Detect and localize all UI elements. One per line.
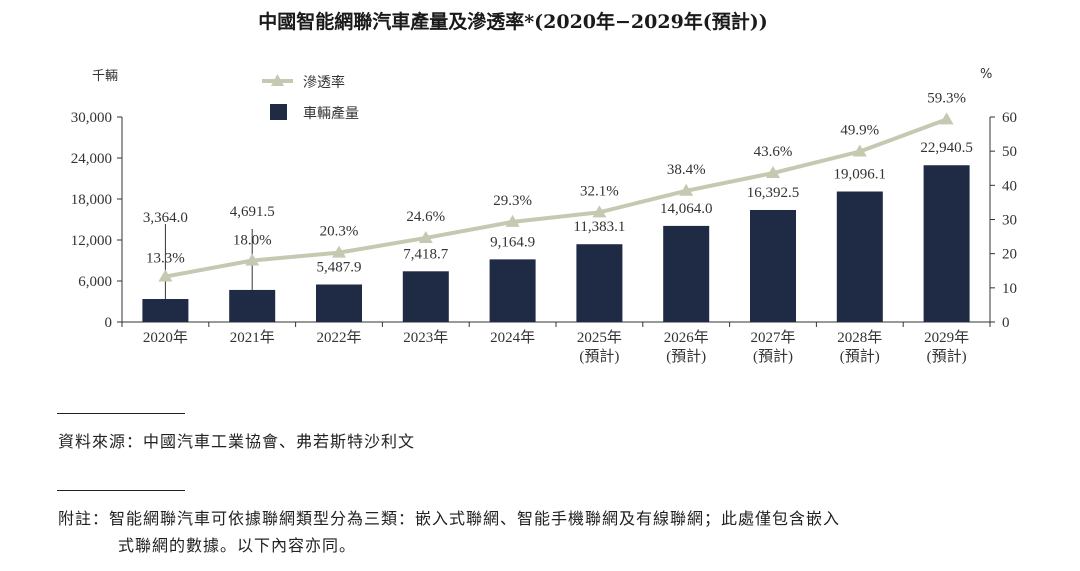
rate-marker [939, 112, 954, 125]
x-tick-label: 2027年 [750, 329, 795, 346]
bar-value-label: 22,940.5 [920, 140, 973, 156]
source-note: 資料來源：中國汽車工業協會、弗若斯特沙利文 [58, 432, 416, 451]
bar-value-label: 7,418.7 [403, 246, 449, 262]
rate-value-label: 59.3% [927, 90, 966, 106]
bar [489, 259, 536, 322]
rate-value-label: 43.6% [754, 144, 793, 160]
bar-series [142, 165, 970, 322]
x-tick-sublabel: (預計) [666, 348, 706, 365]
bar-value-label: 16,392.5 [747, 185, 800, 201]
x-tick-sublabel: (預計) [579, 348, 619, 365]
x-tick-label: 2020年 [143, 329, 188, 346]
right-tick-label: 40 [1002, 178, 1017, 194]
legend-item-production: 車輛產量 [303, 105, 359, 122]
bar-value-label: 19,096.1 [834, 167, 887, 183]
bar [142, 299, 189, 322]
chart: 中國智能網聯汽車產量及滲透率*(2020年−2029年(預計)) 千輛 % 滲透… [71, 10, 1017, 365]
bar-value-label: 11,383.1 [573, 219, 625, 235]
source-rule [57, 413, 185, 414]
bar [836, 191, 883, 322]
bar-value-label: 3,364.0 [143, 210, 188, 226]
bar-value-label: 9,164.9 [490, 234, 535, 250]
x-tick-sublabel: (預計) [753, 348, 793, 365]
rate-line [165, 117, 948, 279]
rate-value-label: 29.3% [493, 193, 532, 209]
rate-marker [679, 183, 694, 196]
right-tick-label: 50 [1002, 144, 1017, 160]
x-tick-label: 2029年 [924, 329, 969, 346]
footnote-line-2: 式聯網的數據。以下內容亦同。 [118, 536, 357, 555]
bar [576, 244, 623, 322]
rate-value-label: 32.1% [580, 183, 619, 199]
right-axis-unit: % [980, 67, 992, 82]
rate-marker [766, 166, 780, 179]
bar-value-label: 5,487.9 [317, 259, 362, 275]
rate-marker [505, 214, 520, 227]
right-tick-label: 60 [1002, 110, 1017, 126]
x-tick-label: 2025年 [577, 329, 622, 346]
x-tick-label: 2023年 [403, 329, 448, 346]
footnote: 附註：智能網聯汽車可依據聯網類型分為三類：嵌入式聯網、智能手機聯網及有線聯網；此… [58, 505, 1048, 559]
rate-value-label: 24.6% [406, 209, 445, 225]
footnote-line-1: 智能網聯汽車可依據聯網類型分為三類：嵌入式聯網、智能手機聯網及有線聯網；此處僅包… [109, 509, 841, 528]
rate-value-label: 18.0% [233, 233, 272, 249]
right-tick-label: 20 [1002, 247, 1017, 263]
legend: 滲透率 車輛產量 [262, 74, 359, 122]
legend-bar-swatch [270, 104, 287, 120]
bar [316, 284, 362, 322]
right-tick-label: 10 [1002, 281, 1017, 297]
legend-item-rate: 滲透率 [303, 74, 345, 91]
rate-series [158, 112, 954, 282]
x-tick-sublabel: (預計) [840, 348, 880, 365]
right-tick-label: 30 [1002, 213, 1017, 229]
rate-marker [852, 144, 867, 157]
bar [229, 289, 276, 322]
left-tick-label: 12,000 [71, 233, 112, 249]
footnote-label: 附註： [58, 509, 110, 528]
rate-marker [158, 269, 173, 282]
rate-marker [332, 245, 346, 258]
bar-value-label: 14,064.0 [660, 201, 713, 217]
data-labels: 3,364.0 4,691.5 5,487.9 7,418.7 9,164.9 11,38… [143, 90, 973, 275]
bar-value-label: 4,691.5 [230, 204, 275, 220]
rate-marker [418, 230, 433, 243]
x-tick-label: 2028年 [837, 329, 882, 346]
x-tick-label: 2026年 [664, 329, 709, 346]
bar [750, 209, 796, 322]
x-tick-sublabel: (預計) [927, 348, 967, 365]
rate-marker [592, 205, 607, 218]
x-tick-label: 2022年 [316, 329, 361, 346]
rate-value-label: 20.3% [320, 224, 359, 240]
bar [923, 165, 970, 322]
bar [402, 271, 449, 322]
rate-value-label: 13.3% [146, 251, 185, 267]
rate-value-label: 38.4% [667, 162, 706, 178]
left-tick-label: 30,000 [71, 110, 112, 126]
chart-title: 中國智能網聯汽車產量及滲透率*(2020年−2029年(預計)) [258, 10, 768, 33]
footnote-rule [57, 490, 185, 491]
bar [663, 225, 710, 322]
left-tick-label: 6,000 [78, 274, 112, 290]
axes: 0 6,000 12,000 18,000 24,000 30,000 0 10 20 30 40 5… [71, 110, 1017, 365]
x-tick-label: 2024年 [490, 329, 535, 346]
left-tick-label: 0 [105, 315, 113, 331]
right-tick-label: 0 [1002, 315, 1010, 331]
rate-marker [245, 253, 260, 266]
x-tick-label: 2021年 [230, 329, 275, 346]
left-tick-label: 18,000 [71, 192, 112, 208]
rate-value-label: 49.9% [840, 123, 879, 139]
legend-triangle-marker [271, 74, 284, 86]
left-axis-unit: 千輛 [92, 69, 118, 84]
left-tick-label: 24,000 [71, 151, 112, 167]
